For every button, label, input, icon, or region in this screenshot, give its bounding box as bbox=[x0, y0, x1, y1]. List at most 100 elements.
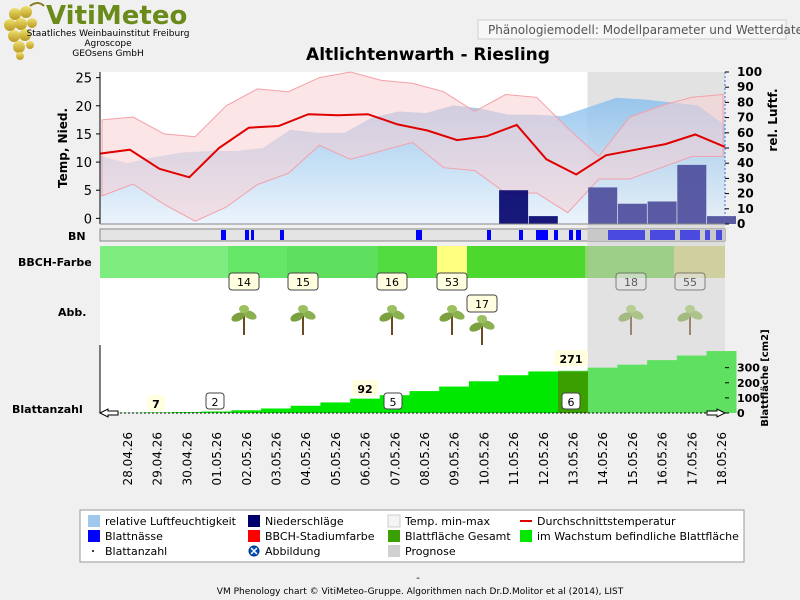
left-tick-label: 15 bbox=[75, 128, 92, 143]
grapevine-shoot-icon bbox=[618, 305, 644, 335]
grapevine-shoot-icon bbox=[469, 315, 495, 345]
grape-cluster-icon bbox=[4, 2, 45, 60]
bbch-stage-label: 18 bbox=[624, 276, 638, 289]
leaf-area-bar bbox=[587, 367, 618, 413]
leaf-shape bbox=[290, 312, 304, 322]
scroll-left-arrow-icon[interactable] bbox=[98, 408, 119, 418]
legend-swatch bbox=[88, 515, 100, 527]
x-tick-label: 05.05.26 bbox=[329, 432, 343, 485]
tab-label[interactable]: Phänologiemodell: Modellparameter und We… bbox=[488, 23, 800, 37]
bbch-stage: 55 bbox=[674, 272, 706, 335]
leaf-shape bbox=[243, 310, 257, 320]
legend-dot-swatch bbox=[92, 550, 94, 552]
leaf-area-bar bbox=[290, 405, 321, 413]
x-tick-label: 08.05.26 bbox=[418, 432, 432, 485]
x-tick-label: 01.05.26 bbox=[210, 432, 224, 485]
grapevine-shoot-icon bbox=[439, 305, 465, 335]
legend-swatch bbox=[520, 530, 532, 542]
right-tick-label: 40 bbox=[737, 156, 754, 170]
legend-label: Blattanzahl bbox=[105, 545, 167, 558]
avg-temp-line bbox=[99, 113, 726, 179]
leaf-area-bar bbox=[706, 351, 737, 413]
legend-label: im Wachstum befindliche Blattfläche bbox=[537, 530, 739, 543]
x-tick-label: 30.04.26 bbox=[180, 432, 194, 485]
bbch-stage-box bbox=[615, 272, 647, 291]
leaf-shape bbox=[630, 310, 644, 320]
leaf-area-bar bbox=[201, 411, 232, 413]
legend-item: relative Luftfeuchtigkeit bbox=[88, 515, 237, 528]
right-tick-label: 20 bbox=[737, 187, 754, 201]
leaf-shape bbox=[618, 312, 632, 322]
x-tick-label: 17.05.26 bbox=[685, 432, 699, 485]
right-tick-label: 0 bbox=[737, 217, 745, 231]
left-tick-label: 0 bbox=[84, 212, 92, 227]
right-tick-label: 60 bbox=[737, 126, 754, 140]
bbch-segment bbox=[100, 246, 228, 278]
right-tick-label: 50 bbox=[737, 141, 754, 155]
legend-label: Blattfläche Gesamt bbox=[405, 530, 511, 543]
legend-swatch bbox=[248, 515, 260, 527]
bbch-stage-box bbox=[674, 272, 706, 291]
bbch-stage-label: 53 bbox=[445, 276, 459, 289]
bbch-stage-box bbox=[466, 294, 498, 313]
legend-label: Prognose bbox=[405, 545, 456, 558]
leaf-count-box bbox=[561, 392, 581, 410]
right-axis-label: rel. Luftf. bbox=[766, 88, 780, 151]
leaf-shape bbox=[685, 305, 695, 313]
leaf-wetness-mark bbox=[416, 230, 422, 240]
leaf-count-box bbox=[554, 350, 588, 366]
leaf-wetness-mark bbox=[705, 230, 710, 240]
leaf-count-label: 2 bbox=[212, 396, 219, 409]
legend-swatch bbox=[88, 530, 100, 542]
leaf-area-axis-label: Blattfläche [cm2] bbox=[760, 329, 771, 426]
left-tick-label: 20 bbox=[75, 100, 92, 115]
right-tick-label: 90 bbox=[737, 80, 754, 94]
legend-swatch bbox=[387, 514, 401, 528]
legend-label: Abbildung bbox=[265, 545, 321, 558]
bbch-stage: 15 bbox=[287, 272, 319, 335]
leaf-wetness-mark bbox=[487, 230, 491, 240]
precip-bar bbox=[617, 203, 647, 224]
scroll-right-arrow-icon[interactable] bbox=[706, 408, 727, 418]
legend-item: Niederschläge bbox=[248, 515, 344, 528]
leaf-shape bbox=[298, 305, 308, 313]
x-tick-label: 07.05.26 bbox=[388, 432, 402, 485]
legend-label: Blattnässe bbox=[105, 530, 163, 543]
tab-header[interactable]: Phänologiemodell: Modellparameter und We… bbox=[477, 19, 800, 40]
x-tick-label: 15.05.26 bbox=[626, 432, 640, 485]
leaf-wetness-mark bbox=[680, 230, 700, 240]
leaf-wetness-mark bbox=[608, 230, 645, 240]
legend-item: im Wachstum befindliche Blattfläche bbox=[520, 530, 739, 543]
footer-credit: VM Phenology chart © VitiMeteo-Gruppe. A… bbox=[217, 587, 624, 597]
leaf-area-bar bbox=[261, 408, 291, 413]
leaf-area-bar bbox=[350, 398, 381, 413]
legend-label: BBCH-Stadiumfarbe bbox=[265, 530, 375, 543]
precip-bar bbox=[647, 201, 677, 224]
x-tick-label: 29.04.26 bbox=[151, 432, 165, 485]
legend-item: Blattfläche Gesamt bbox=[388, 530, 511, 543]
leaf-count-box bbox=[352, 380, 378, 396]
leaf-area-bar bbox=[320, 402, 351, 413]
legend-item: BBCH-Stadiumfarbe bbox=[248, 530, 375, 543]
right-tick-label: 30 bbox=[737, 171, 754, 185]
leaf-wetness-mark bbox=[519, 230, 523, 240]
right-tick-label: 10 bbox=[737, 202, 754, 216]
leaf-tick-label: 100 bbox=[737, 392, 760, 405]
bbch-stage-box bbox=[287, 272, 319, 291]
leaf-shape bbox=[302, 310, 316, 320]
x-tick-label: 16.05.26 bbox=[656, 432, 670, 485]
bbch-segment bbox=[467, 246, 585, 278]
left-tick-label: 25 bbox=[75, 72, 92, 87]
bbch-stage-label: 14 bbox=[237, 276, 251, 289]
bbch-stage-label: 15 bbox=[296, 276, 310, 289]
bbch-stage-box bbox=[436, 272, 468, 291]
leaf-wetness-mark bbox=[221, 230, 226, 240]
leaf-area-bar bbox=[676, 355, 707, 413]
leaf-tick-label: 200 bbox=[737, 377, 760, 390]
leaf-shape bbox=[451, 310, 465, 320]
leaf-shape bbox=[439, 312, 453, 322]
leaf-area-bar bbox=[171, 412, 202, 413]
logo: VitiMeteo Staatliches Weinbauinstitut Fr… bbox=[4, 1, 189, 60]
